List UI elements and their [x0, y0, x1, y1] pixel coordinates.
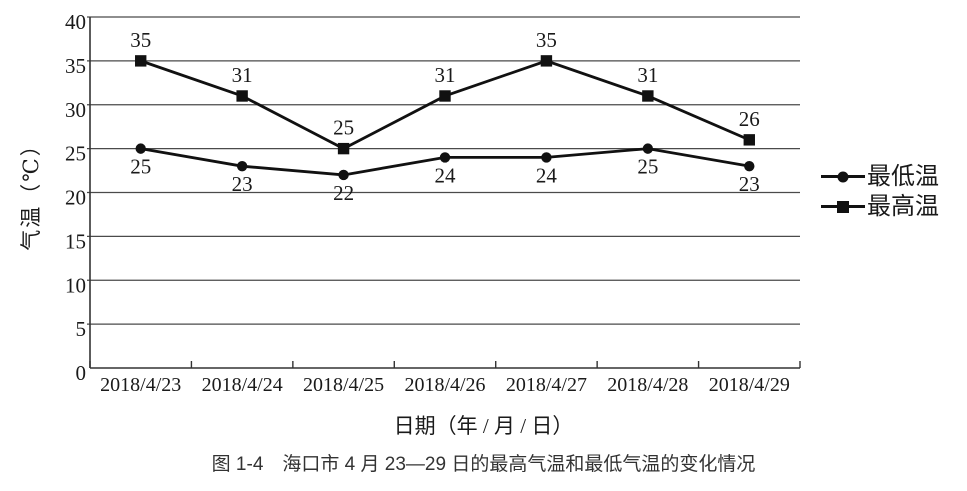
x-category-label: 2018/4/29	[709, 374, 790, 396]
y-tick-label: 5	[76, 317, 87, 341]
y-tick-label: 25	[65, 142, 86, 166]
figure-caption: 图 1-4 海口市 4 月 23—29 日的最高气温和最低气温的变化情况	[211, 454, 756, 475]
data-point-marker	[135, 143, 146, 154]
y-tick-label: 20	[65, 186, 86, 210]
y-tick-label: 35	[65, 54, 86, 78]
data-point-marker	[642, 143, 654, 154]
x-axis-title: 日期（年 / 月 / 日）	[393, 414, 574, 438]
data-point-label: 25	[130, 155, 151, 179]
x-category-label: 2018/4/26	[404, 374, 485, 396]
max-temp-legend-swatch	[821, 200, 865, 214]
data-point-label: 25	[637, 155, 658, 179]
y-tick-label: 0	[76, 361, 87, 385]
legend-item-min-temp: 最低温	[821, 163, 939, 190]
data-point-label: 31	[232, 63, 253, 87]
chart-legend: 最低温 最高温	[821, 163, 939, 220]
data-point-label: 25	[333, 116, 354, 140]
x-category-label: 2018/4/24	[202, 374, 283, 396]
y-axis-title: 气温（℃）	[19, 133, 43, 251]
data-point-marker	[338, 169, 349, 181]
data-point-label: 24	[536, 163, 558, 187]
data-point-marker	[135, 55, 147, 67]
data-point-marker	[337, 142, 350, 155]
y-tick-label: 30	[65, 98, 86, 122]
y-tick-label: 10	[65, 273, 86, 297]
data-point-label: 35	[536, 28, 557, 52]
x-category-label: 2018/4/23	[100, 374, 181, 396]
circle-marker-icon	[837, 171, 849, 182]
data-point-label: 23	[739, 172, 760, 196]
legend-label-max-temp: 最高温	[867, 193, 939, 220]
data-point-marker	[540, 55, 553, 67]
data-point-marker	[236, 160, 248, 172]
data-point-marker	[743, 134, 755, 146]
data-point-label: 22	[333, 181, 354, 205]
x-category-label: 2018/4/27	[506, 374, 587, 396]
x-category-label: 2018/4/28	[607, 374, 688, 396]
data-point-label: 31	[435, 63, 456, 87]
legend-item-max-temp: 最高温	[821, 193, 939, 220]
square-marker-icon	[837, 200, 849, 213]
data-point-marker	[744, 160, 755, 172]
data-point-marker	[439, 152, 451, 163]
min-temp-legend-swatch	[821, 170, 865, 184]
temperature-line-chart: 0 5 10 15 20 25 30 35 40 2018/4/23 2018/4/24 2018/4…	[65, 10, 801, 396]
data-point-label: 26	[739, 107, 760, 131]
data-point-label: 31	[637, 63, 658, 87]
data-point-marker	[541, 152, 552, 163]
data-point-marker	[642, 90, 654, 102]
y-tick-label: 40	[65, 10, 86, 34]
data-point-label: 23	[232, 172, 253, 196]
data-point-label: 24	[435, 163, 457, 187]
data-point-marker	[236, 90, 248, 102]
y-tick-label: 15	[65, 229, 86, 253]
data-point-marker	[439, 90, 451, 102]
legend-label-min-temp: 最低温	[867, 163, 939, 190]
x-category-label: 2018/4/25	[303, 374, 384, 396]
data-point-label: 35	[130, 28, 151, 52]
